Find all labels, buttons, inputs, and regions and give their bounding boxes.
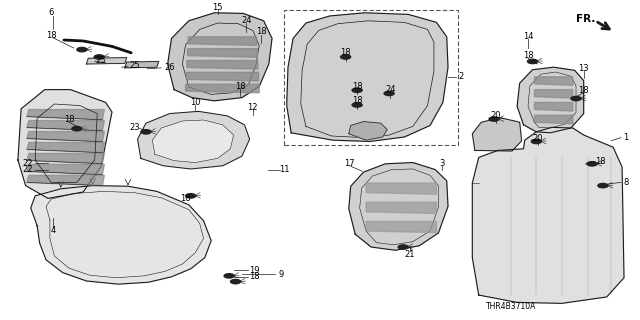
Polygon shape [186,72,259,81]
Text: 18: 18 [352,96,362,105]
Circle shape [397,244,409,250]
Text: 9: 9 [279,270,284,279]
Polygon shape [27,132,104,142]
Polygon shape [27,175,104,186]
Text: 11: 11 [280,165,290,174]
Text: 20: 20 [532,134,543,143]
Polygon shape [27,164,104,175]
Text: 24: 24 [241,16,252,25]
Polygon shape [152,120,234,163]
Text: 24: 24 [385,85,396,94]
Circle shape [383,91,395,96]
Polygon shape [138,111,250,169]
Circle shape [340,54,351,60]
Circle shape [93,54,105,60]
Polygon shape [27,109,104,120]
Polygon shape [31,186,211,284]
Polygon shape [168,13,272,101]
Polygon shape [472,118,522,151]
Text: 17: 17 [344,159,355,168]
Polygon shape [86,58,127,64]
Polygon shape [366,221,436,233]
Polygon shape [366,183,436,194]
Polygon shape [534,115,573,124]
Polygon shape [349,122,387,140]
Text: 19: 19 [250,266,260,275]
Text: 3: 3 [439,159,444,168]
Text: 18: 18 [352,82,362,91]
Polygon shape [517,67,584,133]
Circle shape [140,129,152,135]
Text: 23: 23 [129,124,140,132]
Text: 18: 18 [579,86,589,95]
Text: 10: 10 [190,98,200,107]
Polygon shape [27,142,104,153]
Text: 22: 22 [22,165,33,174]
Polygon shape [188,49,257,57]
Text: 18: 18 [523,52,533,60]
Circle shape [230,279,241,284]
Circle shape [71,126,83,132]
Polygon shape [27,121,104,131]
Polygon shape [472,127,624,303]
Text: 20: 20 [491,111,501,120]
Text: 6: 6 [49,8,54,17]
Text: 13: 13 [579,64,589,73]
Text: 21: 21 [404,250,415,259]
Polygon shape [125,61,159,68]
Circle shape [570,96,582,101]
Polygon shape [188,37,257,45]
Text: 12: 12 [248,103,258,112]
Circle shape [351,102,363,108]
Circle shape [586,161,598,167]
Polygon shape [534,90,573,98]
Text: 22: 22 [22,159,33,168]
Text: 26: 26 [164,63,175,72]
Text: 18: 18 [595,157,605,166]
Circle shape [527,59,538,64]
Text: 16: 16 [180,194,191,203]
Polygon shape [366,202,436,213]
Text: 25: 25 [129,61,140,70]
Circle shape [185,193,196,199]
Text: 25: 25 [96,56,106,65]
Text: FR.: FR. [576,14,595,24]
Circle shape [223,273,235,279]
Text: 14: 14 [523,32,533,41]
Polygon shape [27,153,104,164]
Polygon shape [534,77,573,85]
Text: 4: 4 [51,226,56,235]
Polygon shape [187,60,258,69]
Circle shape [76,47,88,52]
Circle shape [531,139,542,144]
Text: 8: 8 [623,178,628,187]
Text: 1: 1 [623,133,628,142]
Text: THR4B3710A: THR4B3710A [486,302,537,311]
Circle shape [488,116,500,122]
Text: 18: 18 [250,272,260,281]
Polygon shape [349,163,448,250]
Text: 15: 15 [212,4,223,12]
Circle shape [597,183,609,188]
Text: 2: 2 [458,72,463,81]
Polygon shape [18,90,112,198]
Polygon shape [534,102,573,111]
Polygon shape [287,13,448,141]
Polygon shape [186,84,259,93]
Text: 18: 18 [235,82,245,91]
Text: 18: 18 [340,48,351,57]
Text: 18: 18 [46,31,56,40]
Text: 18: 18 [256,28,266,36]
Text: 18: 18 [64,116,74,124]
Circle shape [351,87,363,93]
